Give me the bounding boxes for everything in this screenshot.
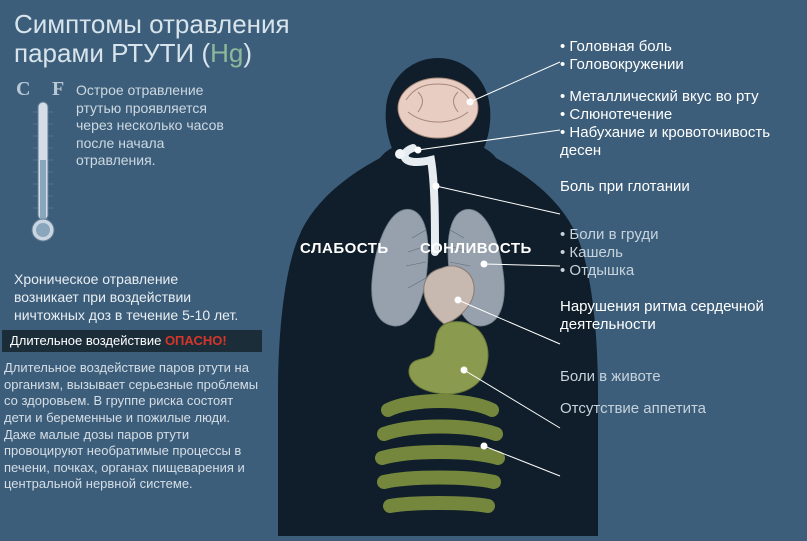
thermometer-c-label: C: [16, 78, 30, 101]
thermometer: C F: [14, 82, 70, 257]
symptom-item: Нарушения ритма сердечной деятельности: [560, 298, 800, 334]
left-column: C F Острое отравление ртутью проявляется…: [14, 82, 244, 325]
symptom-item: Боли в животе: [560, 368, 800, 386]
title-hg: Hg: [210, 38, 243, 68]
symptom-head: Головная боль Головокружении: [560, 38, 800, 74]
symptom-heart: Нарушения ритма сердечной деятельности: [560, 298, 800, 334]
symptom-chest: Боли в груди Кашель Отдышка: [560, 226, 800, 280]
symptom-item: Боль при глотании: [560, 178, 800, 196]
label-weakness: СЛАБОСТЬ: [300, 240, 389, 257]
symptom-item: Набухание и кровоточивость десен: [560, 124, 800, 160]
warning-prefix: Длительное воздействие: [10, 333, 165, 348]
symptom-appetite: Отсутствие аппетита: [560, 400, 800, 418]
symptom-mouth: Металлический вкус во рту Слюнотечение Н…: [560, 88, 800, 160]
symptom-item: Отдышка: [560, 262, 800, 280]
body-diagram: [278, 50, 598, 536]
symptom-item: Слюнотечение: [560, 106, 800, 124]
thermometer-icon: [31, 100, 55, 250]
long-term-effects-text: Длительное воздействие паров ртути на ор…: [4, 360, 264, 493]
title-line2a: парами РТУТИ (: [14, 38, 210, 68]
chronic-poisoning-text: Хроническое отравление возникает при воз…: [14, 257, 244, 325]
symptom-item: Металлический вкус во рту: [560, 88, 800, 106]
symptom-throat: Боль при глотании: [560, 178, 800, 196]
symptom-item: Головокружении: [560, 56, 800, 74]
page-title: Симптомы отравления парами РТУТИ (Hg): [14, 10, 290, 67]
brain-icon: [398, 78, 478, 138]
label-drowsiness: СОНЛИВОСТЬ: [420, 240, 532, 257]
symptom-item: Отсутствие аппетита: [560, 400, 800, 418]
symptom-item: Головная боль: [560, 38, 800, 56]
acute-poisoning-text: Острое отравление ртутью проявляется чер…: [76, 82, 244, 170]
symptom-stomach: Боли в животе: [560, 368, 800, 386]
symptom-list: Головная боль Головокружении Металлическ…: [560, 38, 800, 432]
thermometer-f-label: F: [52, 78, 64, 101]
title-line1: Симптомы отравления: [14, 9, 290, 39]
symptom-item: Боли в груди: [560, 226, 800, 244]
title-line2b: ): [243, 38, 252, 68]
symptom-item: Кашель: [560, 244, 800, 262]
warning-danger-label: ОПАСНО!: [165, 333, 227, 348]
warning-box: Длительное воздействие ОПАСНО!: [2, 330, 262, 352]
